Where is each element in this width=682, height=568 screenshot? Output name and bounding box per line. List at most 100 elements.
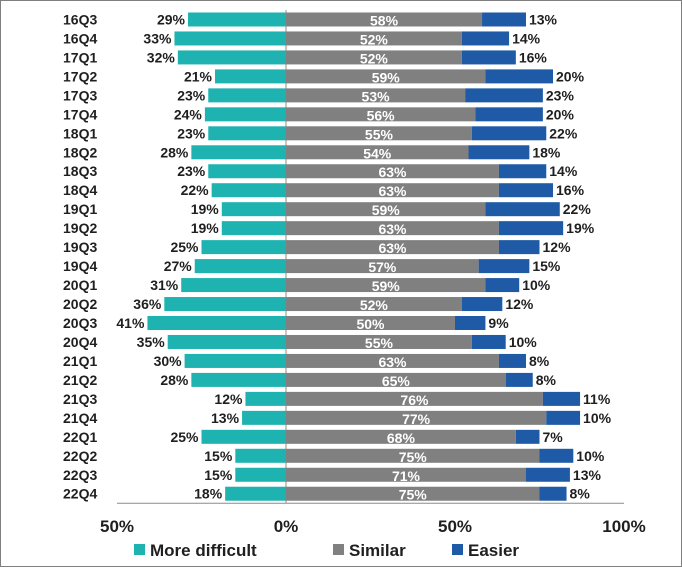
bar-easier	[482, 12, 526, 27]
data-label-more-difficult: 33%	[143, 30, 172, 46]
data-label-similar: 63%	[378, 221, 407, 237]
bar-easier	[485, 69, 554, 84]
data-label-easier: 8%	[536, 372, 557, 388]
data-label-easier: 12%	[543, 239, 572, 255]
data-label-more-difficult: 21%	[184, 68, 213, 84]
data-label-easier: 7%	[543, 429, 564, 445]
x-tick-label: 0%	[274, 517, 299, 536]
data-label-more-difficult: 36%	[133, 296, 162, 312]
data-label-similar: 59%	[372, 278, 401, 294]
data-label-similar: 63%	[378, 354, 407, 370]
data-label-similar: 52%	[360, 50, 389, 66]
data-label-similar: 68%	[387, 430, 416, 446]
data-label-similar: 53%	[362, 88, 391, 104]
data-label-more-difficult: 23%	[177, 125, 206, 141]
category-label: 22Q1	[63, 429, 97, 445]
bar-more-difficult	[221, 221, 286, 236]
data-label-similar: 76%	[400, 392, 429, 408]
data-label-more-difficult: 25%	[170, 429, 199, 445]
bar-more-difficult	[184, 353, 286, 368]
bar-similar	[286, 372, 506, 387]
bar-easier	[539, 448, 574, 463]
bar-easier	[468, 145, 530, 160]
category-label: 19Q2	[63, 220, 97, 236]
data-label-more-difficult: 18%	[194, 486, 223, 502]
bar-easier	[542, 391, 581, 406]
bar-similar	[286, 240, 499, 255]
data-label-easier: 13%	[529, 11, 558, 27]
bar-similar	[286, 353, 499, 368]
bar-more-difficult	[215, 69, 286, 84]
legend-swatch	[333, 544, 344, 555]
bar-similar	[286, 316, 455, 331]
data-label-more-difficult: 13%	[211, 410, 240, 426]
category-label: 17Q3	[63, 87, 97, 103]
bar-more-difficult	[177, 50, 286, 65]
data-label-more-difficult: 41%	[116, 315, 145, 331]
data-label-easier: 22%	[549, 125, 578, 141]
data-label-easier: 15%	[532, 258, 561, 274]
data-label-easier: 22%	[563, 201, 592, 217]
bar-similar	[286, 448, 540, 463]
bar-more-difficult	[211, 183, 286, 198]
data-label-more-difficult: 19%	[191, 201, 220, 217]
category-label: 17Q4	[63, 106, 97, 122]
bar-easier	[515, 429, 540, 444]
data-label-more-difficult: 24%	[174, 106, 203, 122]
bar-easier	[498, 221, 564, 236]
category-label: 17Q1	[63, 49, 97, 65]
bar-more-difficult	[208, 164, 286, 179]
bar-similar	[286, 164, 499, 179]
category-label: 20Q2	[63, 296, 97, 312]
data-label-similar: 63%	[378, 183, 407, 199]
category-label: 22Q4	[63, 486, 97, 502]
bar-more-difficult	[235, 448, 286, 463]
bar-easier	[485, 278, 520, 293]
bar-easier	[465, 88, 543, 103]
category-label: 18Q3	[63, 163, 97, 179]
data-label-easier: 10%	[509, 334, 538, 350]
category-label: 17Q2	[63, 68, 97, 84]
bar-similar	[286, 410, 547, 425]
data-label-easier: 16%	[556, 182, 585, 198]
bar-similar	[286, 334, 472, 349]
category-label: 19Q4	[63, 258, 97, 274]
bar-easier	[546, 410, 581, 425]
bar-similar	[286, 88, 466, 103]
data-label-easier: 23%	[546, 87, 575, 103]
data-label-easier: 11%	[583, 391, 611, 407]
data-label-similar: 75%	[399, 487, 428, 503]
data-label-more-difficult: 35%	[137, 334, 166, 350]
data-label-more-difficult: 12%	[214, 391, 243, 407]
data-label-easier: 16%	[519, 49, 548, 65]
category-label: 21Q4	[63, 410, 97, 426]
bar-easier	[485, 202, 560, 217]
bar-more-difficult	[164, 297, 286, 312]
bar-easier	[455, 316, 486, 331]
bar-similar	[286, 486, 540, 501]
bar-easier	[471, 126, 547, 141]
bar-similar	[286, 145, 469, 160]
bar-more-difficult	[221, 202, 286, 217]
bar-similar	[286, 429, 516, 444]
bar-similar	[286, 50, 462, 65]
bar-easier	[498, 164, 547, 179]
bar-easier	[475, 107, 543, 122]
bar-easier	[505, 372, 533, 387]
data-label-more-difficult: 29%	[157, 11, 186, 27]
data-label-easier: 14%	[549, 163, 578, 179]
data-label-more-difficult: 28%	[160, 372, 189, 388]
category-label: 19Q1	[63, 201, 97, 217]
category-label: 22Q2	[63, 448, 97, 464]
data-label-more-difficult: 30%	[154, 353, 183, 369]
data-label-similar: 59%	[372, 202, 401, 218]
bar-more-difficult	[245, 391, 286, 406]
data-label-more-difficult: 23%	[177, 163, 206, 179]
data-label-similar: 59%	[372, 69, 401, 85]
data-label-similar: 56%	[367, 107, 396, 123]
data-label-similar: 54%	[363, 145, 392, 161]
bar-more-difficult	[181, 278, 286, 293]
bar-more-difficult	[208, 126, 286, 141]
data-label-easier: 13%	[573, 467, 602, 483]
data-label-easier: 12%	[505, 296, 534, 312]
